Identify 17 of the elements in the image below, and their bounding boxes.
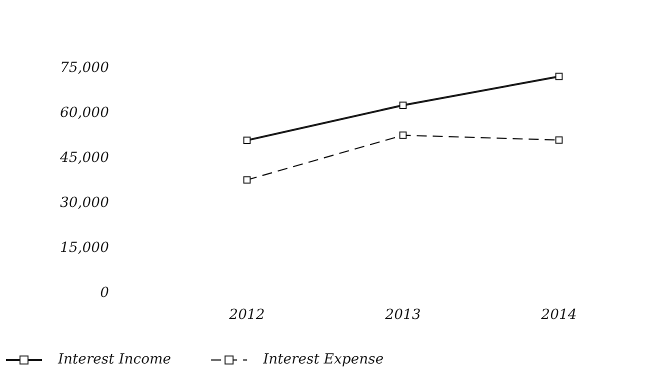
x-tick-label: 2014 [540,307,577,324]
point [555,136,563,144]
y-tick-label: 30,000 [60,194,110,211]
point [243,136,251,144]
y-tick-label: 60,000 [60,105,110,121]
legend-label: Interest Expense [262,352,384,368]
point [555,72,563,80]
y-tick-label: 15,000 [60,240,110,256]
point [243,176,251,184]
x-tick-label: 2012 [228,307,265,324]
y-tick-label: 45,000 [58,150,110,166]
point [399,132,407,139]
y-tick-label: 75,000 [60,60,110,76]
y-tick-label: 0 [100,284,110,301]
legend-label: Interest Income [57,352,172,368]
x-tick-label: 2013 [384,307,421,324]
point [399,102,407,109]
